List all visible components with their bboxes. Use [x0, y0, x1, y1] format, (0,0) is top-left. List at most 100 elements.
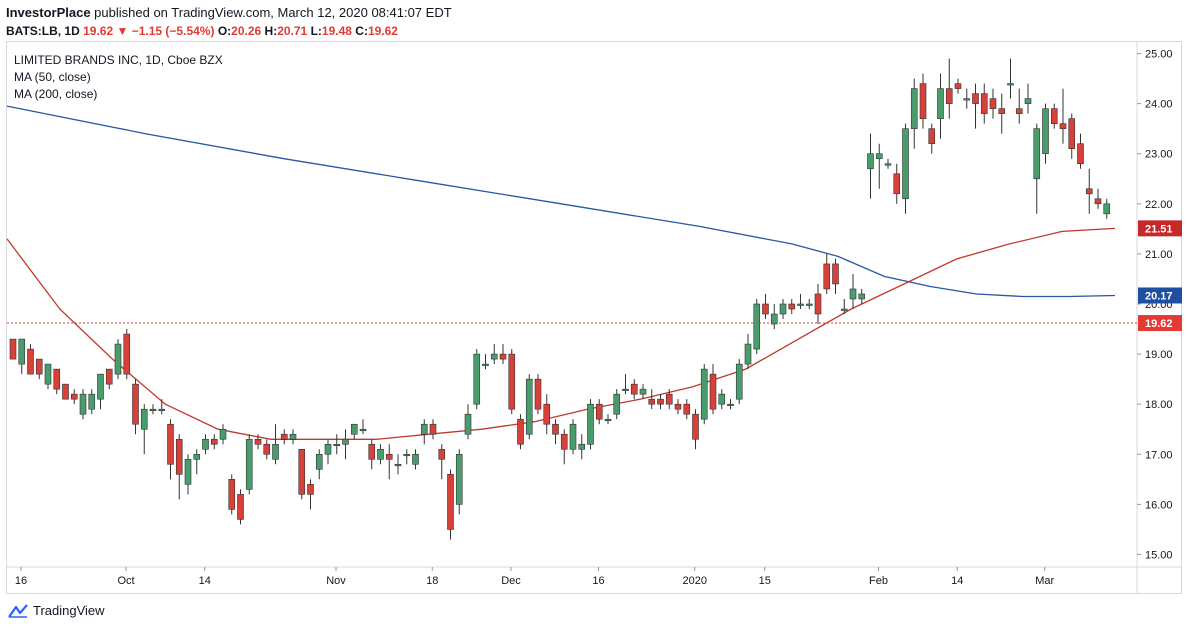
candle[interactable]	[140, 404, 148, 455]
candle[interactable]	[727, 399, 734, 410]
candle[interactable]	[998, 93, 1006, 134]
candle[interactable]	[385, 444, 393, 480]
candle[interactable]	[307, 479, 314, 510]
candle[interactable]	[175, 434, 183, 500]
candle[interactable]	[893, 163, 901, 204]
candle[interactable]	[350, 423, 358, 440]
candle[interactable]	[377, 444, 384, 465]
candle[interactable]	[184, 454, 192, 495]
candle[interactable]	[193, 449, 201, 475]
candle[interactable]	[867, 133, 874, 199]
candle[interactable]	[53, 368, 61, 395]
candle[interactable]	[228, 474, 236, 515]
candle[interactable]	[1033, 123, 1041, 214]
candle[interactable]	[980, 83, 988, 124]
candle[interactable]	[692, 409, 699, 450]
candle[interactable]	[123, 329, 131, 380]
candle[interactable]	[254, 434, 262, 450]
candle[interactable]	[35, 358, 43, 380]
candle[interactable]	[954, 78, 962, 94]
candle[interactable]	[333, 434, 341, 455]
candle[interactable]	[989, 88, 997, 119]
candle[interactable]	[858, 288, 866, 304]
candle[interactable]	[753, 298, 761, 355]
candle[interactable]	[44, 363, 52, 390]
candle[interactable]	[132, 379, 139, 435]
candle[interactable]	[814, 283, 822, 325]
publisher-name[interactable]: InvestorPlace	[6, 5, 91, 20]
candle[interactable]	[1042, 103, 1049, 164]
candle[interactable]	[648, 389, 656, 410]
candle[interactable]	[237, 489, 244, 525]
candle[interactable]	[779, 298, 787, 320]
candle[interactable]	[114, 339, 122, 380]
candle[interactable]	[27, 344, 34, 375]
candle[interactable]	[79, 389, 87, 420]
candle[interactable]	[797, 293, 804, 310]
candle[interactable]	[552, 419, 559, 445]
candle[interactable]	[403, 449, 411, 465]
candle[interactable]	[762, 293, 769, 320]
candle[interactable]	[849, 273, 857, 310]
candle[interactable]	[149, 404, 157, 415]
candle[interactable]	[613, 389, 621, 420]
candle[interactable]	[578, 434, 586, 460]
candle[interactable]	[324, 439, 332, 465]
candle[interactable]	[438, 444, 446, 480]
candle[interactable]	[569, 419, 577, 455]
candle[interactable]	[1024, 83, 1032, 114]
candle[interactable]	[928, 123, 936, 154]
candle[interactable]	[1068, 113, 1076, 159]
candle[interactable]	[97, 373, 104, 410]
candle[interactable]	[210, 434, 218, 450]
candle[interactable]	[1094, 188, 1102, 209]
candle[interactable]	[272, 424, 279, 465]
candle[interactable]	[9, 338, 17, 360]
candle[interactable]	[219, 424, 227, 445]
candle[interactable]	[280, 429, 288, 445]
candle[interactable]	[359, 419, 367, 435]
candle[interactable]	[840, 298, 848, 315]
candle[interactable]	[875, 143, 883, 189]
candle[interactable]	[464, 404, 472, 440]
candle[interactable]	[543, 394, 551, 435]
candle[interactable]	[298, 448, 306, 500]
candle[interactable]	[823, 253, 831, 294]
candle[interactable]	[674, 399, 682, 415]
candle[interactable]	[1007, 58, 1014, 99]
candle[interactable]	[517, 414, 524, 450]
candle[interactable]	[832, 258, 839, 294]
candle[interactable]	[657, 394, 664, 410]
candle[interactable]	[735, 359, 743, 405]
candle[interactable]	[1015, 88, 1023, 124]
candle[interactable]	[902, 123, 909, 214]
legend-ma200[interactable]: MA (200, close)	[14, 87, 98, 101]
candle[interactable]	[718, 389, 726, 410]
candle[interactable]	[1050, 103, 1058, 129]
candle[interactable]	[490, 344, 498, 365]
candle[interactable]	[499, 344, 507, 365]
candle[interactable]	[18, 338, 26, 375]
candle[interactable]	[315, 449, 323, 480]
candle[interactable]	[167, 419, 174, 480]
candle[interactable]	[245, 434, 253, 495]
candle[interactable]	[482, 354, 489, 370]
tradingview-brand[interactable]: TradingView	[33, 603, 105, 618]
candle[interactable]	[62, 383, 69, 400]
candle[interactable]	[622, 374, 629, 395]
candle[interactable]	[420, 419, 428, 445]
candle[interactable]	[455, 449, 463, 515]
candle[interactable]	[105, 368, 113, 390]
legend-symbol[interactable]: LIMITED BRANDS INC, 1D, Cboe BZX	[14, 53, 223, 67]
candle[interactable]	[937, 73, 944, 139]
candle[interactable]	[770, 304, 778, 330]
candle[interactable]	[595, 399, 603, 425]
candle[interactable]	[429, 419, 437, 440]
candle[interactable]	[447, 469, 454, 540]
candle[interactable]	[88, 389, 96, 415]
candle[interactable]	[972, 83, 979, 129]
candle[interactable]	[158, 399, 166, 415]
candle[interactable]	[587, 399, 594, 450]
candle[interactable]	[884, 158, 892, 169]
